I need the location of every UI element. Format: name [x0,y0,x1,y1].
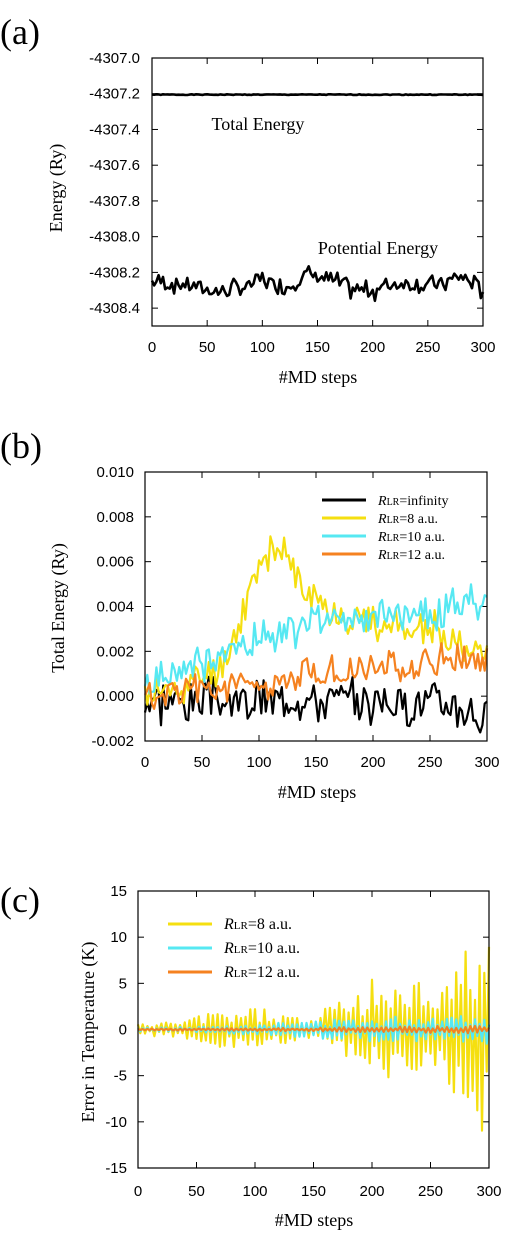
series-line-line-1 [150,264,485,303]
legend-label: RLR=12 a.u. [223,964,300,981]
panel-c-xlabel: #MD steps [275,1210,354,1230]
panel-c-label: (c) [0,880,40,920]
y-tick-label: 0.000 [96,688,134,705]
panel-c-series [136,946,491,1132]
x-tick-label: 50 [188,1183,205,1200]
x-tick-label: 300 [474,754,499,771]
series-line-infinity [143,675,488,734]
panel-b-legend: RLR=infinity RLR=8 a.u. RLR=10 a.u. RLR=12 … [322,494,448,563]
panel-c: (c) Error in Temperature (K) #MD steps 0… [0,880,502,1230]
legend-label: RLR=10 a.u. [377,530,445,545]
y-tick-label: 0.008 [96,509,134,526]
y-tick-label: 0 [119,1022,127,1039]
y-tick-label: -5 [114,1068,127,1085]
y-tick-label: -15 [105,1160,127,1177]
y-tick-label: -10 [105,1114,127,1131]
panel-b-ticks: 0 50 100 150 200 250 300 0.010 0.008 0.006 0.004 0.… [91,464,499,771]
x-tick-label: 200 [359,1183,384,1200]
series-line-12-a-u [137,1024,490,1035]
legend-label: RLR=10 a.u. [223,940,300,957]
panel-b-series [143,535,489,734]
x-tick-label: 200 [360,754,385,771]
panel-c-ylabel: Error in Temperature (K) [78,942,99,1123]
y-tick-label: -0.002 [91,733,134,750]
panel-c-frame [137,890,490,1169]
x-tick-label: 0 [141,754,149,771]
y-tick-label: 0.006 [96,554,134,571]
panel-b-xlabel: #MD steps [278,782,357,802]
x-tick-label: 0 [134,1183,142,1200]
x-tick-label: 150 [303,754,328,771]
panel-a-ylabel: Energy (Ry) [46,144,67,232]
y-tick-label: 10 [110,929,127,946]
x-tick-label: 0 [148,339,156,356]
x-tick-label: 100 [242,1183,267,1200]
x-tick-label: 250 [415,339,440,356]
x-tick-label: 100 [246,754,271,771]
y-tick-label: -4308.0 [89,229,140,246]
y-tick-label: -4307.8 [89,193,140,210]
x-tick-label: 150 [305,339,330,356]
y-tick-label: 5 [119,975,127,992]
panel-b-label: (b) [0,426,42,466]
x-tick-label: 300 [470,339,495,356]
y-tick-label: -4307.4 [89,121,140,138]
y-tick-label: 15 [110,883,127,900]
x-tick-label: 250 [418,1183,443,1200]
y-tick-label: 0.004 [96,599,134,616]
y-tick-label: -4307.6 [89,157,140,174]
panel-a-frame [151,57,484,327]
x-tick-label: 50 [199,339,216,356]
panel-a-label: (a) [0,12,40,52]
series-line-12-a-u [144,642,489,711]
legend-label: RLR=8 a.u. [377,512,438,527]
panel-a: (a) Energy (Ry) #MD steps Total Energy P… [0,12,496,387]
x-tick-label: 300 [476,1183,501,1200]
panel-b: (b) Total Energy (Ry) #MD steps 0 50 100 15… [0,426,500,802]
y-tick-label: -4307.0 [89,50,140,67]
panel-a-annotation-potential: Potential Energy [318,238,438,258]
panel-b-frame [144,471,488,742]
panel-a-ticks: 0 50 100 150 200 250 300 -4307.0 -4307.2 -4307.4 -… [89,50,495,356]
x-tick-label: 100 [250,339,275,356]
x-tick-label: 50 [194,754,211,771]
y-tick-label: -4307.2 [89,86,140,103]
x-tick-label: 200 [360,339,385,356]
y-tick-label: -4308.4 [89,300,140,317]
y-tick-label: 0.010 [96,464,134,481]
legend-label: RLR=infinity [377,494,448,509]
x-tick-label: 150 [301,1183,326,1200]
panel-a-annotation-total: Total Energy [212,114,305,134]
panel-a-xlabel: #MD steps [279,367,358,387]
panel-b-ylabel: Total Energy (Ry) [48,543,69,673]
series-line-10-a-u [137,1015,491,1045]
legend-label: RLR=12 a.u. [377,548,445,563]
y-tick-label: 0.002 [96,643,134,660]
legend-label: RLR=8 a.u. [223,916,292,933]
series-line-line-0 [151,93,484,97]
y-tick-label: -4308.2 [89,264,140,281]
panel-a-series [150,93,485,303]
series-line-10-a-u [143,583,488,695]
x-tick-label: 250 [417,754,442,771]
panel-c-legend: RLR=8 a.u. RLR=10 a.u. RLR=12 a.u. [168,916,300,981]
